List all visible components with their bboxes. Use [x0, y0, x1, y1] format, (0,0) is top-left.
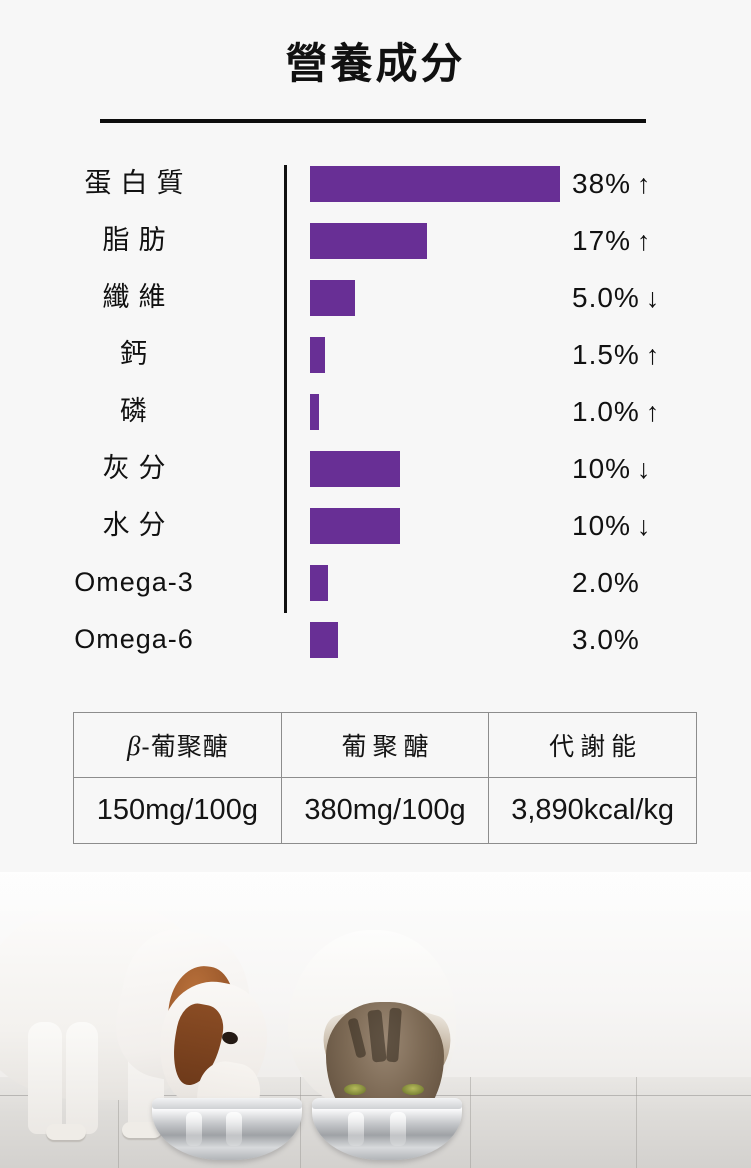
chart-row-label: 脂肪 — [102, 225, 175, 255]
chart-row: Omega-3 2.0% — [0, 554, 751, 611]
bowl-highlight — [226, 1112, 242, 1146]
chart-bar — [310, 337, 325, 373]
floor-seam-vertical-4 — [636, 1077, 637, 1168]
chart-row: 纖維 5.0% ↓ — [0, 269, 751, 326]
supplementary-nutrient-table: β-葡聚醣 葡聚醣 代謝能 150mg/100g 380mg/100g 3,89… — [73, 712, 697, 844]
title-divider — [100, 119, 646, 123]
chart-bar-track — [310, 497, 570, 554]
chart-row-label: Omega-6 — [74, 624, 194, 654]
arrow-up-icon: ↑ — [637, 169, 652, 199]
chart-bar-track — [310, 554, 570, 611]
chart-row-label: 灰分 — [102, 453, 175, 483]
bowl-highlight — [348, 1112, 364, 1146]
chart-row: 磷 1.0% ↑ — [0, 383, 751, 440]
beta-glucan-rest: -葡聚醣 — [141, 733, 229, 761]
floor-seam-vertical-2 — [300, 1077, 301, 1168]
arrow-up-icon: ↑ — [645, 340, 661, 370]
chart-value-text: 1.0% — [572, 396, 640, 427]
floor-seam-vertical-1 — [118, 1077, 119, 1168]
chart-row-value: 17% ↑ — [572, 212, 652, 269]
chart-value-text: 10% — [572, 453, 632, 484]
chart-axis-line — [284, 165, 287, 613]
chart-bar — [310, 166, 560, 202]
nutrition-bar-chart: 蛋白質 38% ↑ 脂肪 17% ↑ 纖維 5.0% ↓ 鈣 1.5% ↑ 磷 1.0% ↑ 灰分 10% ↓ 水分… — [0, 155, 751, 665]
dog-and-cat-photo — [0, 872, 751, 1168]
chart-value-text: 10% — [572, 510, 632, 541]
chart-row: 蛋白質 38% ↑ — [0, 155, 751, 212]
dog-paw — [46, 1124, 86, 1140]
chart-value-text: 17% — [572, 225, 632, 256]
chart-bar-track — [310, 269, 570, 326]
table-value-row: 150mg/100g 380mg/100g 3,890kcal/kg — [73, 777, 697, 844]
chart-bar-track — [310, 155, 570, 212]
dog-leg — [28, 1022, 62, 1134]
chart-bar-track — [310, 440, 570, 497]
chart-row-value: 3.0% — [572, 611, 640, 668]
chart-row-value: 1.0% ↑ — [572, 383, 660, 440]
chart-rows: 蛋白質 38% ↑ 脂肪 17% ↑ 纖維 5.0% ↓ 鈣 1.5% ↑ 磷 1.0% ↑ 灰分 10% ↓ 水分… — [0, 155, 751, 668]
chart-row-value: 38% ↑ — [572, 155, 652, 212]
chart-row-label: 水分 — [102, 510, 175, 540]
chart-row: 灰分 10% ↓ — [0, 440, 751, 497]
chart-row-value: 10% ↓ — [572, 440, 652, 497]
chart-bar-track — [310, 326, 570, 383]
table-value-beta-glucan: 150mg/100g — [73, 777, 282, 844]
chart-bar-track — [310, 383, 570, 440]
chart-bar — [310, 622, 338, 658]
bowl-rim — [312, 1098, 462, 1109]
table-value-metabolizable-energy: 3,890kcal/kg — [488, 777, 697, 844]
chart-row-label: 磷 — [120, 396, 148, 426]
chart-bar — [310, 394, 319, 430]
chart-row: 鈣 1.5% ↑ — [0, 326, 751, 383]
chart-value-text: 1.5% — [572, 339, 640, 370]
bowl-highlight — [186, 1112, 202, 1146]
chart-row-label: Omega-3 — [74, 567, 194, 597]
arrow-up-icon: ↑ — [637, 226, 652, 256]
chart-bar — [310, 565, 328, 601]
chart-row: Omega-6 3.0% — [0, 611, 751, 668]
chart-bar — [310, 508, 400, 544]
chart-bar-track — [310, 611, 570, 668]
dog-paw — [122, 1122, 162, 1138]
cat-eye-right — [402, 1084, 424, 1095]
chart-value-text: 5.0% — [572, 282, 640, 313]
arrow-down-icon: ↓ — [645, 283, 661, 313]
chart-row-value: 1.5% ↑ — [572, 326, 660, 383]
chart-row-label: 鈣 — [120, 339, 148, 369]
table-header-metabolizable-energy: 代謝能 — [488, 712, 697, 778]
chart-value-text: 3.0% — [572, 624, 640, 655]
arrow-up-icon: ↑ — [645, 397, 661, 427]
table-header-beta-glucan: β-葡聚醣 — [73, 712, 282, 778]
bowl-highlight — [390, 1112, 406, 1146]
chart-bar — [310, 451, 400, 487]
chart-row-value: 10% ↓ — [572, 497, 652, 554]
chart-row: 脂肪 17% ↑ — [0, 212, 751, 269]
chart-bar — [310, 280, 355, 316]
chart-row-value: 2.0% — [572, 554, 640, 611]
beta-symbol: β — [126, 731, 142, 761]
chart-row-value: 5.0% ↓ — [572, 269, 660, 326]
chart-bar-track — [310, 212, 570, 269]
dog-leg — [66, 1022, 98, 1134]
chart-row-label: 蛋白質 — [84, 168, 193, 198]
table-value-glucan: 380mg/100g — [280, 777, 490, 844]
arrow-down-icon: ↓ — [637, 511, 652, 541]
page-title: 營養成分 — [285, 40, 466, 87]
arrow-down-icon: ↓ — [637, 454, 652, 484]
table-header-glucan: 葡聚醣 — [280, 712, 490, 778]
chart-value-text: 2.0% — [572, 567, 640, 598]
floor-seam-vertical-3 — [470, 1077, 471, 1168]
table-header-row: β-葡聚醣 葡聚醣 代謝能 — [73, 712, 697, 778]
chart-bar — [310, 223, 427, 259]
chart-row-label: 纖維 — [102, 282, 175, 312]
cat-eye-left — [344, 1084, 366, 1095]
chart-value-text: 38% — [572, 168, 632, 199]
bowl-rim — [152, 1098, 302, 1109]
chart-row: 水分 10% ↓ — [0, 497, 751, 554]
